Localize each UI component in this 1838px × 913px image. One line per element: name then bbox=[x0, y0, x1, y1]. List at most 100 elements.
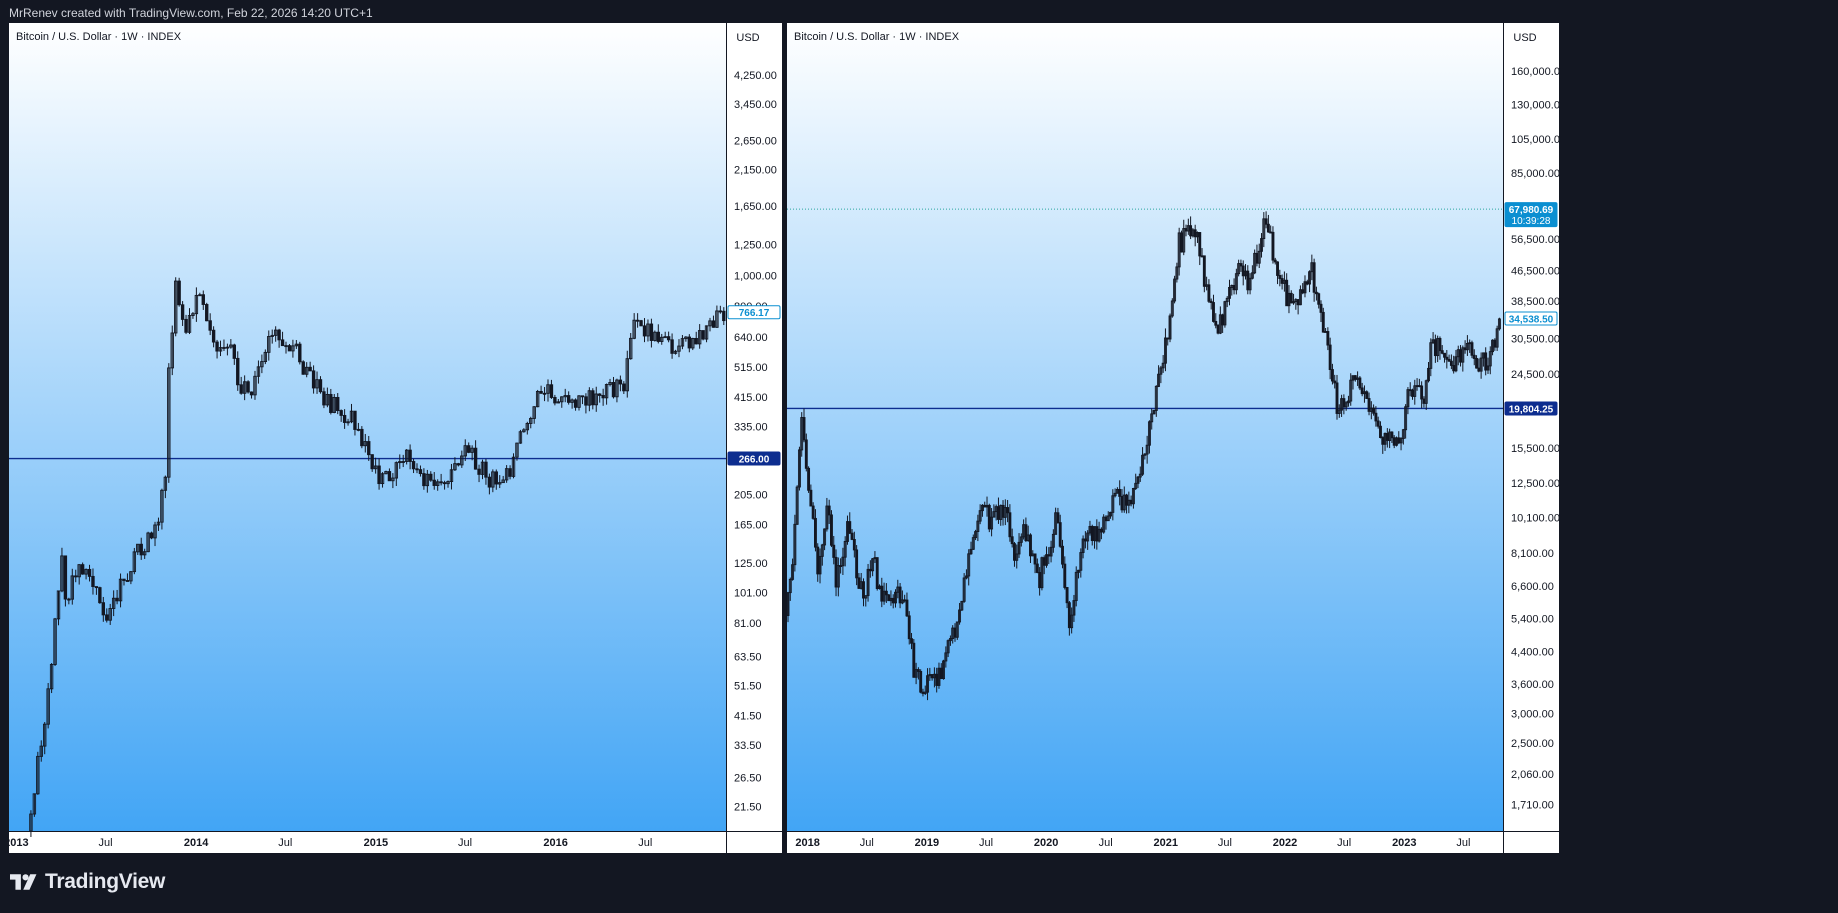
time-axis[interactable] bbox=[787, 831, 1503, 853]
candle-body bbox=[146, 532, 150, 553]
candle-body bbox=[677, 345, 681, 352]
candle-body bbox=[187, 315, 192, 333]
candle bbox=[339, 409, 343, 422]
price-axis[interactable] bbox=[726, 23, 782, 853]
candle bbox=[711, 315, 716, 328]
candle-body bbox=[277, 329, 281, 341]
candle bbox=[449, 463, 454, 490]
candle bbox=[594, 386, 598, 412]
candle bbox=[249, 391, 254, 399]
candle-body bbox=[470, 447, 474, 453]
candle-body bbox=[1182, 228, 1186, 253]
candle bbox=[422, 468, 426, 490]
candle bbox=[222, 339, 226, 352]
candle bbox=[563, 388, 567, 403]
candle-body bbox=[1173, 278, 1177, 302]
candle-body bbox=[60, 555, 64, 592]
candle-body bbox=[473, 447, 478, 470]
candle-body bbox=[594, 393, 598, 406]
candle-body bbox=[1170, 300, 1174, 317]
candle bbox=[1175, 262, 1179, 283]
candle-body bbox=[342, 414, 347, 423]
candle bbox=[156, 517, 161, 531]
candle bbox=[532, 406, 536, 424]
candle-body bbox=[1141, 454, 1145, 475]
candle-body bbox=[1074, 571, 1078, 602]
candle bbox=[1314, 286, 1318, 301]
candle bbox=[149, 531, 154, 540]
candle-body bbox=[980, 504, 984, 512]
candle bbox=[346, 418, 350, 426]
candle-body bbox=[1097, 528, 1101, 542]
y-tick-label: 130,000.00 bbox=[1511, 99, 1559, 111]
candle bbox=[926, 668, 929, 701]
candle-body bbox=[818, 555, 822, 575]
candle-body bbox=[1058, 522, 1062, 547]
candle-body bbox=[1223, 301, 1227, 326]
candle bbox=[1495, 325, 1499, 351]
candle bbox=[484, 458, 488, 485]
candle bbox=[875, 557, 879, 591]
candle bbox=[800, 412, 804, 457]
candle bbox=[518, 429, 523, 444]
candle bbox=[1013, 541, 1016, 567]
candle-body bbox=[1045, 554, 1048, 566]
candle-body bbox=[1484, 352, 1488, 371]
candle bbox=[680, 335, 685, 350]
candle-body bbox=[618, 379, 623, 385]
candle-body bbox=[1433, 339, 1437, 357]
candle bbox=[1321, 307, 1325, 333]
x-tick-label: Jul bbox=[1099, 837, 1113, 849]
y-tick-label: 10,100.00 bbox=[1511, 512, 1559, 524]
candle-body bbox=[1376, 420, 1380, 427]
candle bbox=[1330, 363, 1334, 385]
candle bbox=[1097, 521, 1101, 543]
tradingview-brand[interactable]: TradingView bbox=[10, 870, 165, 894]
candle bbox=[1134, 473, 1138, 490]
candle-body bbox=[349, 410, 354, 423]
candle bbox=[91, 568, 95, 595]
candle-body bbox=[325, 393, 330, 406]
candle-body bbox=[622, 383, 626, 392]
y-tick-label: 8,100.00 bbox=[1511, 548, 1554, 560]
candle bbox=[515, 442, 519, 461]
candle bbox=[211, 326, 216, 348]
candle-body bbox=[1061, 545, 1064, 565]
time-axis[interactable] bbox=[9, 831, 726, 853]
candle bbox=[1445, 350, 1449, 369]
y-tick-label: 51.50 bbox=[734, 681, 762, 693]
chart-panel-right[interactable]: Bitcoin / U.S. Dollar · 1W · INDEX USD 160… bbox=[787, 23, 1559, 853]
candle bbox=[356, 422, 361, 432]
candle bbox=[1239, 259, 1243, 272]
candle-body bbox=[122, 578, 126, 581]
chart-panel-left[interactable]: Bitcoin / U.S. Dollar · 1W · INDEX USD 4,2… bbox=[9, 23, 782, 853]
candle-body bbox=[1314, 291, 1318, 295]
candles-group bbox=[29, 277, 726, 837]
candle bbox=[1106, 511, 1110, 522]
candle-body bbox=[418, 469, 423, 475]
candle-body bbox=[263, 351, 268, 363]
candle-body bbox=[1449, 360, 1453, 366]
candle-body bbox=[791, 564, 795, 580]
candle bbox=[1191, 228, 1195, 238]
candle-body bbox=[1427, 367, 1430, 382]
candle-body bbox=[866, 568, 870, 597]
candle bbox=[653, 330, 657, 342]
candle bbox=[270, 329, 274, 344]
chart-credit: MrRenev created with TradingView.com, Fe… bbox=[9, 6, 373, 20]
candle-body bbox=[1328, 344, 1332, 370]
candle-body bbox=[1397, 437, 1401, 444]
candle bbox=[442, 480, 447, 490]
candle-body bbox=[1008, 512, 1012, 538]
x-tick-label: Jul bbox=[1337, 837, 1351, 849]
candle-body bbox=[814, 517, 817, 548]
candle-body bbox=[1337, 409, 1341, 414]
candle bbox=[408, 444, 412, 470]
candle-body bbox=[809, 489, 813, 507]
price-axis[interactable] bbox=[1503, 23, 1559, 853]
candle-body bbox=[916, 669, 920, 672]
candle-body bbox=[900, 599, 904, 604]
candle bbox=[539, 385, 543, 394]
candle-body bbox=[222, 346, 226, 349]
candle-body bbox=[180, 304, 185, 320]
